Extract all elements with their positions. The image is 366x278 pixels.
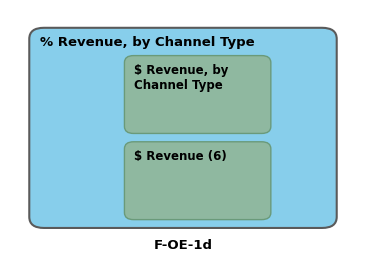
Text: % Revenue, by Channel Type: % Revenue, by Channel Type <box>40 36 255 49</box>
Text: $ Revenue, by
Channel Type: $ Revenue, by Channel Type <box>134 64 228 92</box>
FancyBboxPatch shape <box>124 56 271 133</box>
FancyBboxPatch shape <box>29 28 337 228</box>
FancyBboxPatch shape <box>124 142 271 220</box>
Text: F-OE-1d: F-OE-1d <box>153 239 213 252</box>
Text: $ Revenue (6): $ Revenue (6) <box>134 150 226 163</box>
